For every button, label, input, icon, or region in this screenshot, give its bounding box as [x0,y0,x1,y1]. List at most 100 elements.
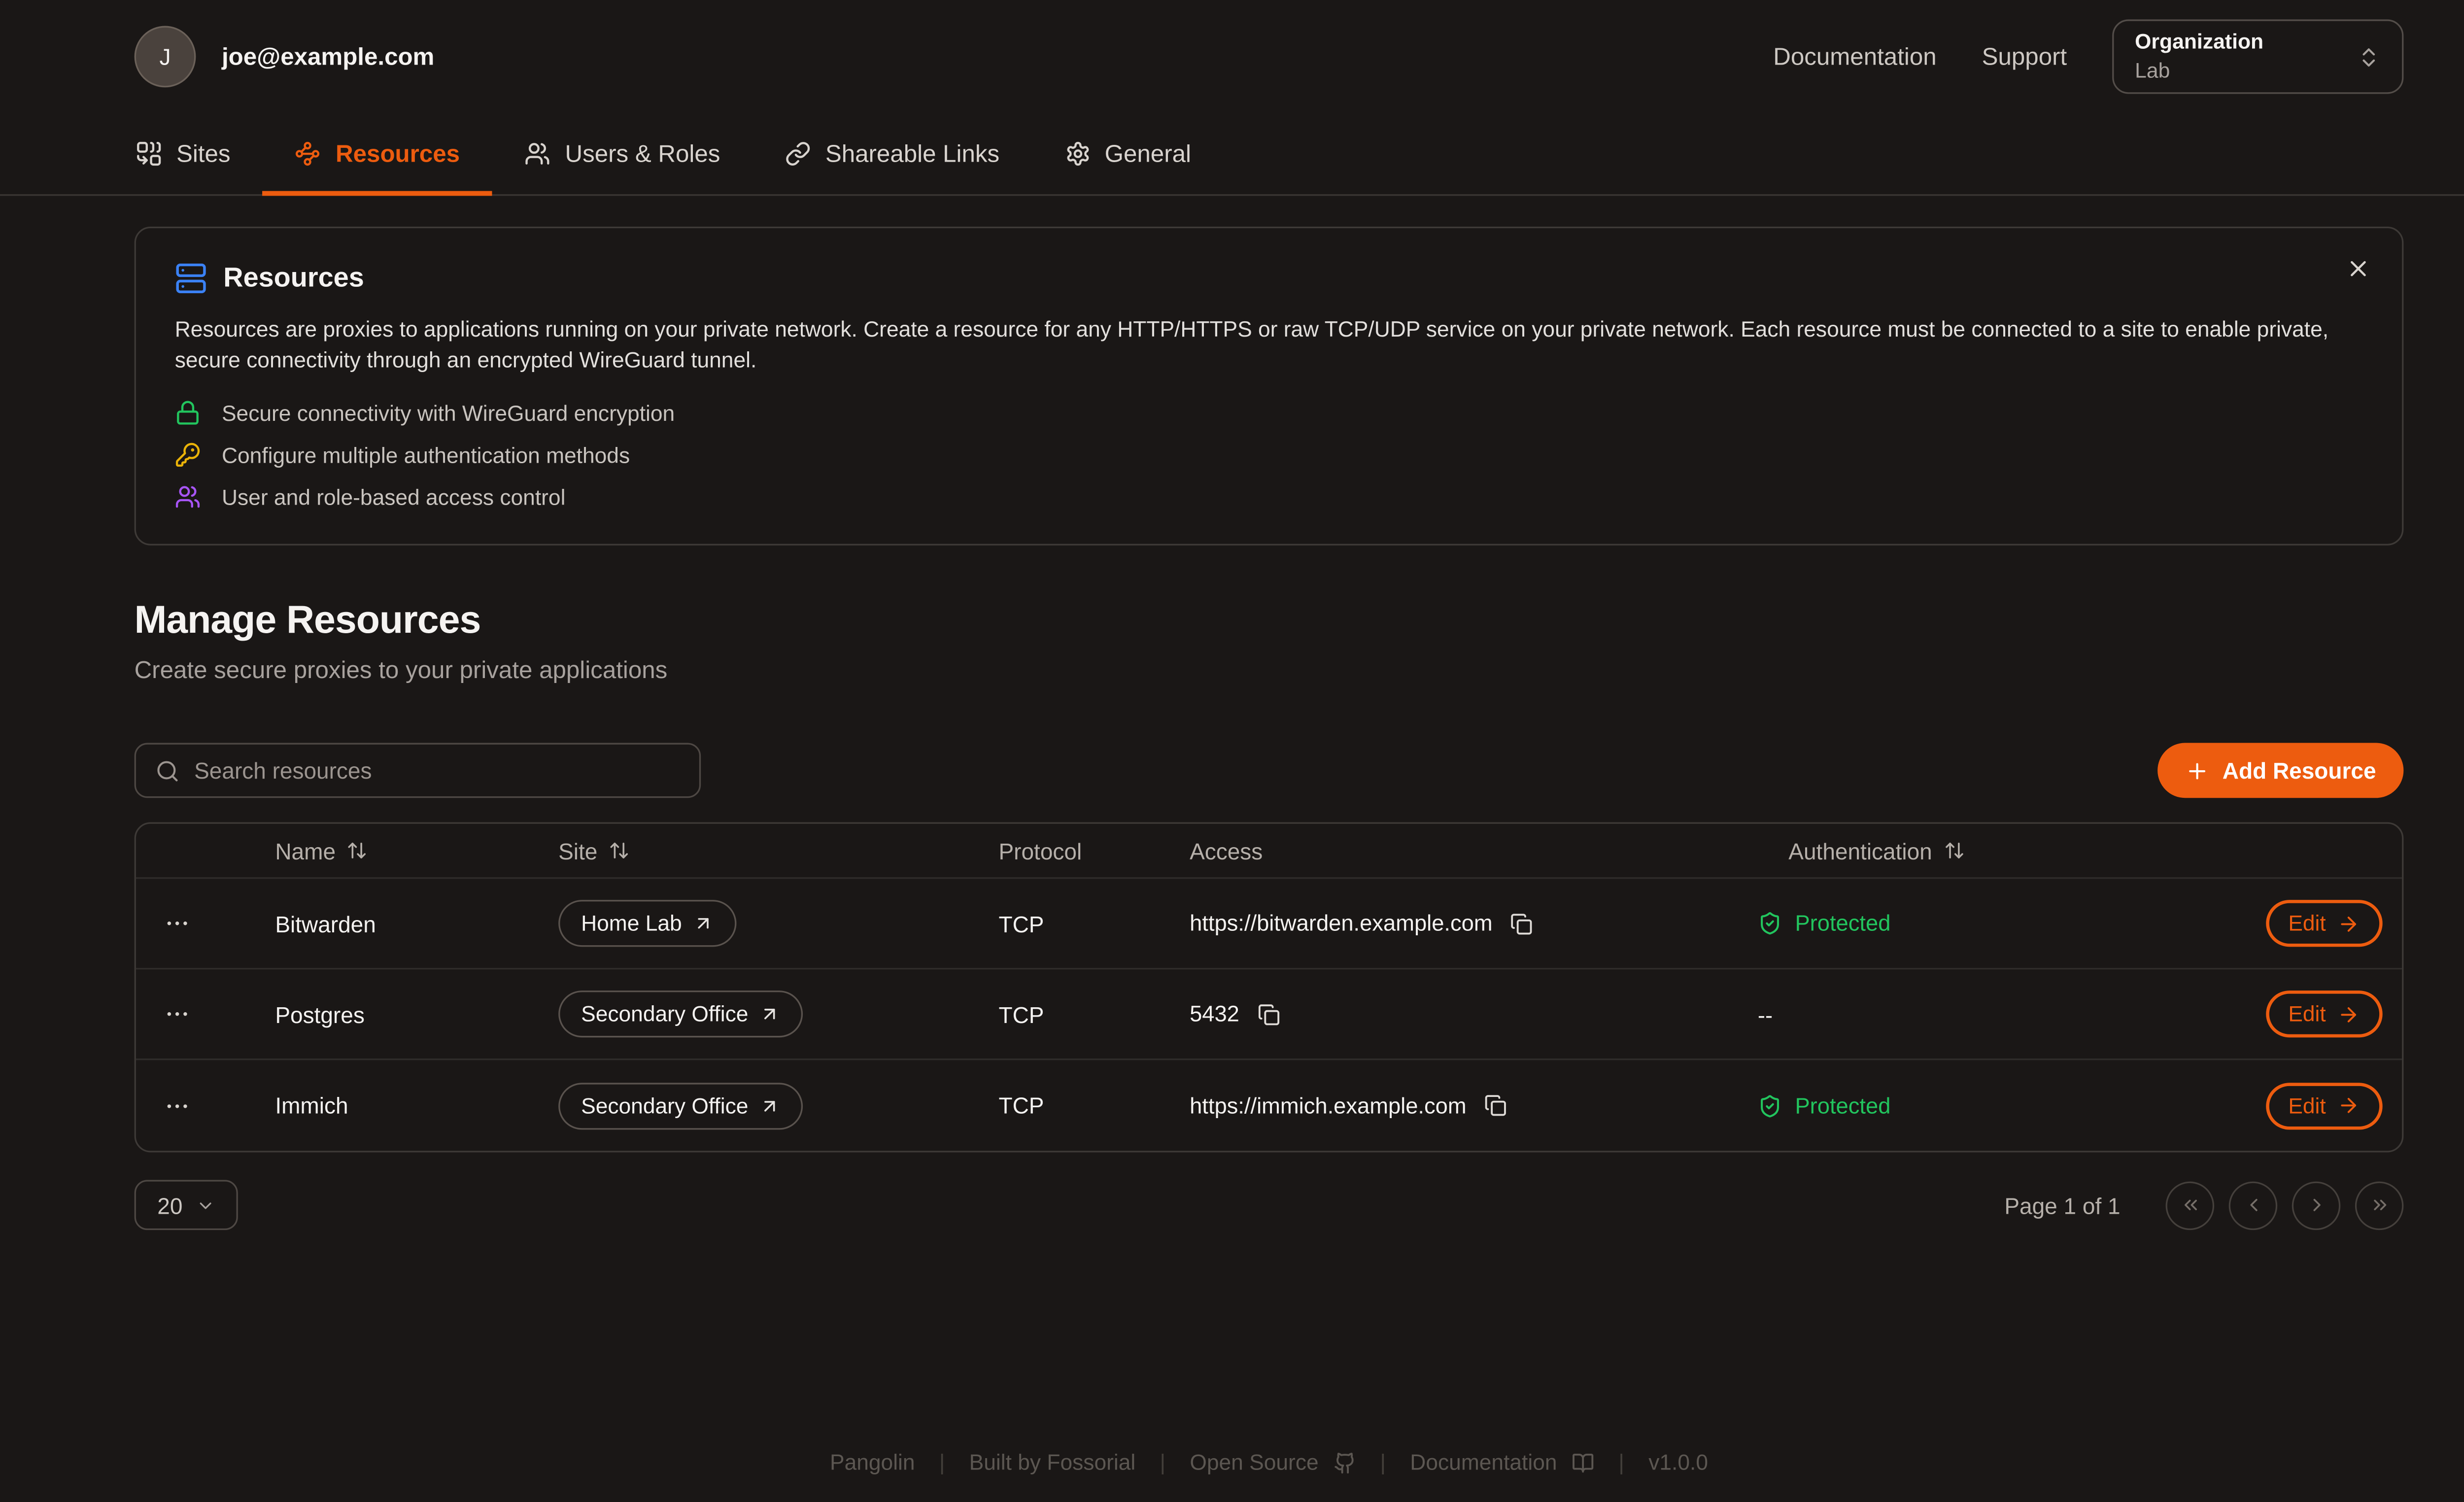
copy-button[interactable] [1510,913,1533,935]
edit-resource-button[interactable]: Edit [2265,1082,2383,1129]
resource-access-url: https://immich.example.com [1190,1093,1467,1118]
footer-brand: Pangolin [829,1450,915,1475]
resource-access-url: https://bitwarden.example.com [1190,911,1493,936]
chevron-down-icon [199,1202,211,1209]
last-page-button[interactable] [2355,1181,2404,1230]
footer-open-source-link[interactable]: Open Source [1190,1450,1356,1474]
link-icon [786,142,810,166]
lock-icon [177,401,199,425]
prev-page-button[interactable] [2228,1181,2278,1230]
first-page-button[interactable] [2165,1181,2215,1230]
tab-shareable-links[interactable]: Shareable Links [753,113,1032,194]
resource-name: Immich [275,1092,348,1119]
arrow-up-right-icon [765,1100,776,1111]
column-header-protocol: Protocol [998,838,1082,864]
sites-icon [137,141,161,166]
feature-text: Configure multiple authentication method… [221,443,630,468]
row-actions-menu-button[interactable] [164,1092,275,1120]
resource-name: Bitwarden [275,911,376,937]
resource-protocol: TCP [998,1092,1044,1119]
search-input[interactable] [194,757,680,784]
shield-check-icon [1761,912,1780,935]
copy-button[interactable] [1484,1094,1507,1117]
feature-item: User and role-based access control [175,484,2363,511]
footer-documentation-link[interactable]: Documentation [1410,1450,1594,1474]
avatar-initial: J [159,43,171,70]
site-link[interactable]: Secondary Office [558,1082,804,1129]
page-size-select[interactable]: 20 [134,1180,238,1230]
ellipsis-icon [167,922,187,926]
page-footer: Pangolin | Built by Fossorial | Open Sou… [829,1450,1709,1475]
tab-label: Sites [176,140,231,168]
sort-icon [348,843,367,859]
edit-resource-button[interactable]: Edit [2265,900,2383,948]
user-email: joe@example.com [221,43,435,70]
nav-support[interactable]: Support [1982,43,2067,70]
add-resource-button[interactable]: Add Resource [2157,743,2404,799]
search-icon [157,760,178,781]
copy-icon [1485,1095,1506,1117]
toolbar: Add Resource [134,743,2404,799]
row-actions-menu-button[interactable] [164,910,275,938]
tab-label: Resources [336,140,460,168]
chevrons-right-icon [2373,1200,2386,1211]
feature-item: Secure connectivity with WireGuard encry… [175,400,2363,426]
tab-bar: Sites Resources Users & Roles Shareable … [0,113,2464,196]
search-box [134,743,701,799]
tab-general[interactable]: General [1032,113,1224,194]
tab-label: General [1104,140,1191,168]
main-content: Resources Resources are proxies to appli… [0,226,2464,1230]
pagination-bar: 20 Page 1 of 1 [134,1180,2404,1230]
chevrons-left-icon [2184,1200,2196,1211]
footer-built-by: Built by Fossorial [969,1450,1136,1475]
org-switcher-value: Lab [2135,58,2170,83]
resource-access-port: 5432 [1190,1002,1239,1027]
tab-sites[interactable]: Sites [103,113,263,194]
auth-status: Protected [1795,911,1891,936]
org-switcher[interactable]: Organization Lab [2112,19,2404,94]
users-icon [175,486,200,509]
column-header-name[interactable]: Name [275,838,558,864]
org-switcher-label: Organization [2135,30,2264,54]
info-card-close-button[interactable] [2345,256,2371,282]
table-row: Immich Secondary Office TCP https://immi… [136,1060,2402,1151]
nav-documentation[interactable]: Documentation [1773,43,1937,70]
footer-version: v1.0.0 [1648,1450,1709,1475]
sort-icon [610,843,628,859]
github-icon [1334,1452,1353,1473]
tab-label: Users & Roles [565,140,720,168]
tab-label: Shareable Links [825,140,1000,168]
page-title: Manage Resources [134,599,481,643]
arrow-up-right-icon [765,1009,776,1020]
column-header-site[interactable]: Site [558,838,998,864]
column-header-authentication[interactable]: Authentication [1758,838,2227,864]
resource-name: Postgres [275,1001,365,1027]
server-icon [176,263,206,294]
feature-item: Configure multiple authentication method… [175,442,2363,468]
info-card-title: Resources [223,262,364,293]
page-subtitle: Create secure proxies to your private ap… [134,657,668,685]
resources-info-card: Resources Resources are proxies to appli… [134,226,2404,546]
tab-resources[interactable]: Resources [263,113,492,196]
chevron-right-icon [2312,1199,2320,1212]
page-info: Page 1 of 1 [2004,1192,2121,1219]
close-icon [2351,261,2366,276]
top-header: J joe@example.com Documentation Support … [0,0,2464,113]
arrow-up-right-icon [698,918,709,929]
copy-button[interactable] [1257,1003,1280,1026]
shield-check-icon [1761,1094,1780,1117]
resources-table: Name Site Protocol Access Authentication [134,822,2404,1153]
row-actions-menu-button[interactable] [164,1001,275,1028]
arrow-right-icon [2341,1098,2357,1114]
site-link[interactable]: Secondary Office [558,990,804,1038]
edit-resource-button[interactable]: Edit [2265,990,2383,1038]
feature-text: Secure connectivity with WireGuard encry… [221,401,675,425]
tab-users-roles[interactable]: Users & Roles [492,113,753,194]
next-page-button[interactable] [2292,1181,2341,1230]
site-link[interactable]: Home Lab [558,900,737,948]
users-icon [525,143,549,165]
feature-text: User and role-based access control [221,485,566,510]
avatar[interactable]: J [134,26,196,88]
gear-icon [1066,141,1088,166]
